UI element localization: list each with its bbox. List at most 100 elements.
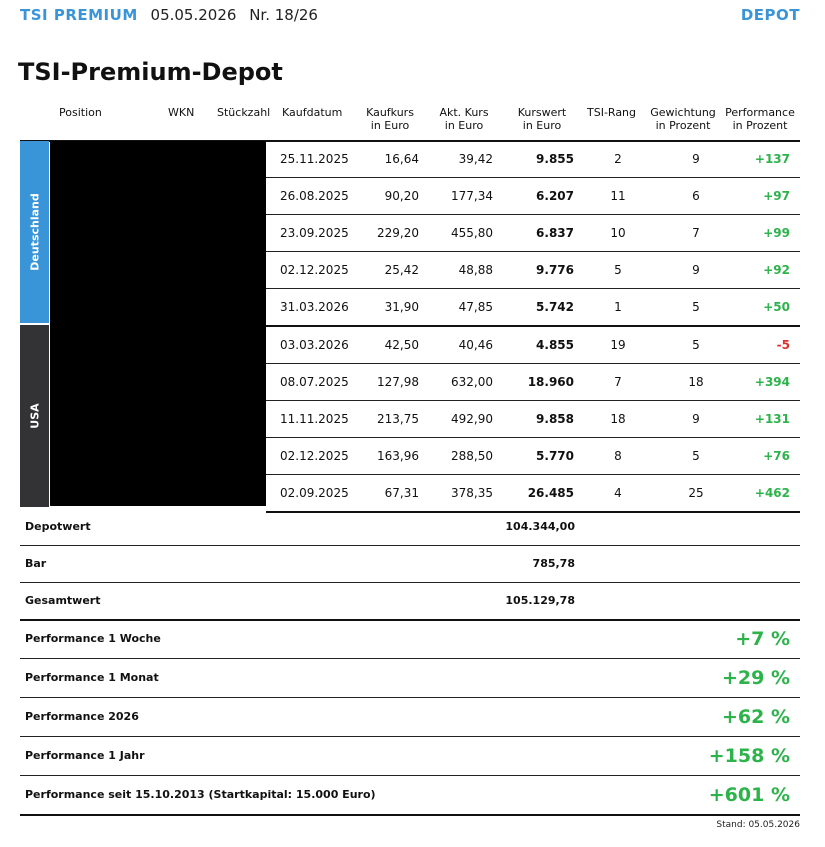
depotwert-label: Depotwert (25, 520, 91, 533)
summary-depotwert: Depotwert 104.344,00 (20, 508, 800, 546)
akt-kurs-cell: 177,34 (451, 189, 493, 203)
kurswert-cell: 6.837 (536, 226, 574, 240)
performance-value: +62 % (721, 706, 790, 728)
tsi-rang-cell-value: 19 (610, 338, 626, 352)
redacted-position-block (50, 141, 266, 506)
kurswert-cell: 9.858 (536, 412, 574, 426)
tsi-rang-cell-value: 11 (610, 189, 626, 203)
kaufdatum-cell: 02.12.2025 (280, 263, 349, 277)
tsi-rang-cell-value: 5 (614, 263, 622, 277)
table-row: 02.09.2025 67,31 378,35 26.485 4 25 +462 (266, 475, 800, 513)
col-akt-kurs-line1: Akt. Kurs (439, 106, 489, 119)
tsi-rang-cell-value: 8 (614, 449, 622, 463)
table-row: 31.03.2026 31,90 47,85 5.742 1 5 +50 (266, 289, 800, 327)
performance-row: Performance 1 Woche +7 % (20, 620, 800, 659)
table-row: 03.03.2026 42,50 40,46 4.855 19 5 -5 (266, 327, 800, 364)
performance-value: +601 % (708, 784, 790, 806)
kaufdatum-cell: 08.07.2025 (280, 375, 349, 389)
kaufkurs-cell: 16,64 (384, 152, 419, 166)
akt-kurs-cell: 40,46 (458, 338, 493, 352)
col-kurswert-line1: Kurswert (517, 106, 567, 119)
kaufkurs-cell: 67,31 (384, 486, 419, 500)
kaufdatum-cell: 11.11.2025 (280, 412, 349, 426)
kaufdatum-cell: 03.03.2026 (280, 338, 349, 352)
akt-kurs-cell: 39,42 (458, 152, 493, 166)
col-performance-line2: in Prozent (732, 119, 788, 132)
region-band-deutschland: Deutschland (20, 141, 49, 323)
performance-label: Performance 2026 (25, 710, 139, 723)
summary-gesamtwert: Gesamtwert 105.129,78 (20, 582, 800, 621)
issue-date: 05.05.2026 (150, 6, 237, 24)
akt-kurs-cell: 492,90 (451, 412, 493, 426)
gewichtung-cell-value: 25 (688, 486, 704, 500)
region-label-deutschland: Deutschland (28, 193, 41, 271)
table-row: 02.12.2025 163,96 288,50 5.770 8 5 +76 (266, 438, 800, 475)
table-row: 25.11.2025 16,64 39,42 9.855 2 9 +137 (266, 141, 800, 178)
gewichtung-cell-value: 9 (692, 412, 700, 426)
gewichtung-cell-value: 6 (692, 189, 700, 203)
akt-kurs-cell: 455,80 (451, 226, 493, 240)
brand-label: TSI PREMIUM (20, 6, 138, 24)
tsi-rang-cell-value: 1 (614, 300, 622, 314)
performance-cell: +462 (754, 486, 790, 500)
table-row: 02.12.2025 25,42 48,88 9.776 5 9 +92 (266, 252, 800, 289)
akt-kurs-cell: 48,88 (458, 263, 493, 277)
col-kaufkurs: Kaufkurs in Euro (364, 106, 416, 132)
performance-row: Performance seit 15.10.2013 (Startkapita… (20, 776, 800, 816)
table-row: 26.08.2025 90,20 177,34 6.207 11 6 +97 (266, 178, 800, 215)
col-kaufkurs-line2: in Euro (370, 119, 410, 132)
kurswert-cell: 5.770 (536, 449, 574, 463)
col-position: Position (59, 106, 102, 119)
table-row: 11.11.2025 213,75 492,90 9.858 18 9 +131 (266, 401, 800, 438)
gewichtung-cell-value: 5 (692, 449, 700, 463)
col-kurswert: Kurswert in Euro (514, 106, 570, 132)
gewichtung-cell-value: 18 (688, 375, 704, 389)
kurswert-cell: 9.855 (536, 152, 574, 166)
stand-date: Stand: 05.05.2026 (716, 820, 800, 830)
col-akt-kurs: Akt. Kurs in Euro (436, 106, 492, 132)
gewichtung-cell-value: 7 (692, 226, 700, 240)
kaufkurs-cell: 127,98 (377, 375, 419, 389)
performance-label: Performance 1 Jahr (25, 749, 145, 762)
col-kurswert-line2: in Euro (522, 119, 562, 132)
gewichtung-cell-value: 5 (692, 338, 700, 352)
kurswert-cell: 5.742 (536, 300, 574, 314)
kurswert-cell: 26.485 (527, 486, 574, 500)
tsi-rang-cell-value: 10 (610, 226, 626, 240)
performance-label: Performance 1 Monat (25, 671, 159, 684)
kaufdatum-cell: 26.08.2025 (280, 189, 349, 203)
section-label: DEPOT (740, 6, 800, 24)
col-gewichtung-line1: Gewichtung (650, 106, 716, 119)
akt-kurs-cell: 632,00 (451, 375, 493, 389)
gesamtwert-value: 105.129,78 (505, 594, 575, 607)
col-gewichtung: Gewichtung in Prozent (648, 106, 718, 132)
tsi-rang-cell-value: 18 (610, 412, 626, 426)
issue-number: Nr. 18/26 (249, 6, 318, 24)
col-akt-kurs-line2: in Euro (444, 119, 484, 132)
performance-cell: +131 (754, 412, 790, 426)
performance-cell: -5 (776, 338, 790, 352)
kaufkurs-cell: 163,96 (377, 449, 419, 463)
col-kaufkurs-line1: Kaufkurs (366, 106, 414, 119)
col-performance-line1: Performance (725, 106, 795, 119)
depotwert-value: 104.344,00 (505, 520, 575, 533)
performance-cell: +92 (763, 263, 790, 277)
kaufkurs-cell: 213,75 (377, 412, 419, 426)
tsi-rang-cell-value: 7 (614, 375, 622, 389)
performance-cell: +137 (754, 152, 790, 166)
kaufkurs-cell: 31,90 (384, 300, 419, 314)
kaufdatum-cell: 02.12.2025 (280, 449, 349, 463)
holdings-rows: 25.11.2025 16,64 39,42 9.855 2 9 +137 26.08.202… (266, 141, 800, 513)
col-stueckzahl: Stückzahl (217, 106, 271, 119)
kurswert-cell: 9.776 (536, 263, 574, 277)
page-title: TSI-Premium-Depot (18, 58, 283, 86)
top-bar: TSI PREMIUM 05.05.2026 Nr. 18/26 DEPOT (20, 6, 800, 26)
performance-cell: +394 (754, 375, 790, 389)
performance-value: +158 % (708, 745, 790, 767)
performance-label: Performance seit 15.10.2013 (Startkapita… (25, 788, 376, 801)
gewichtung-cell-value: 9 (692, 263, 700, 277)
kaufdatum-cell: 02.09.2025 (280, 486, 349, 500)
kaufkurs-cell: 229,20 (377, 226, 419, 240)
gesamtwert-label: Gesamtwert (25, 594, 101, 607)
region-label-usa: USA (28, 403, 41, 429)
